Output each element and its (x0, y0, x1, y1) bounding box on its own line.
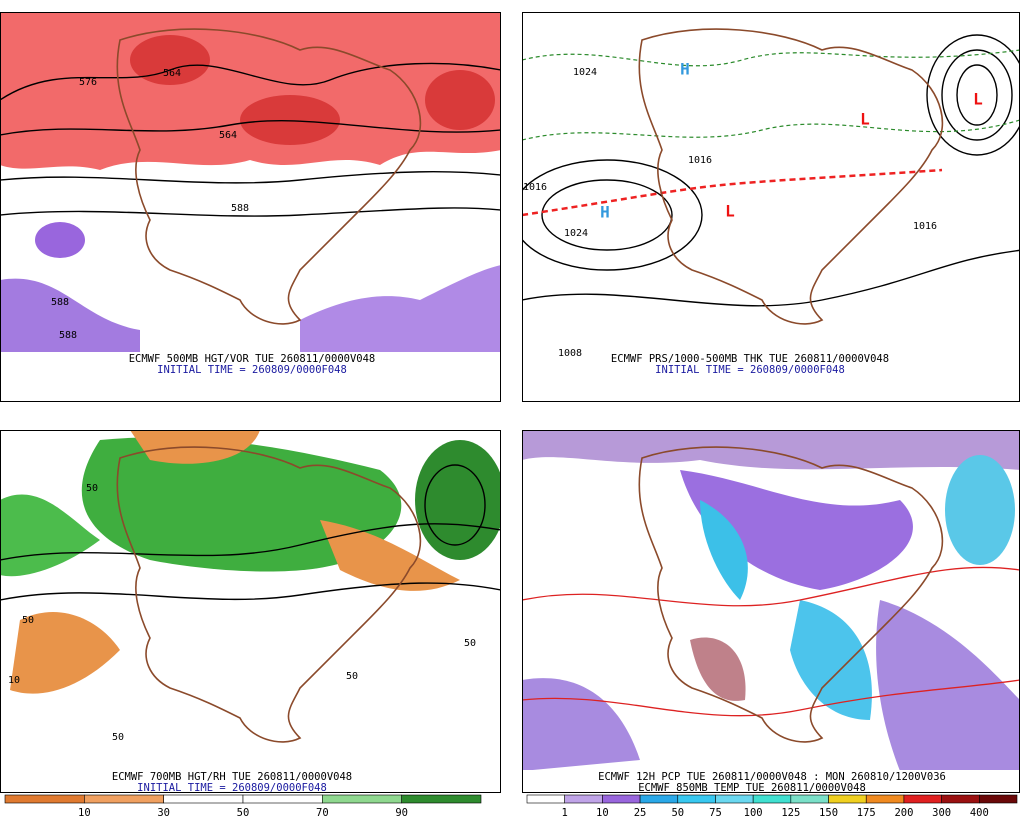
subcaption: ECMWF 850MB TEMP TUE 260811/0000V048 (638, 782, 866, 794)
colorbar-swatch (941, 794, 980, 804)
contour-label: 564 (163, 68, 181, 79)
contour-label: 50 (86, 483, 98, 494)
contour-label: 50 (346, 671, 358, 682)
contour-label: 50 (22, 615, 34, 626)
colorbar-swatch (84, 794, 164, 804)
colorbar-label: 25 (634, 807, 647, 819)
colorbar-label: 30 (157, 807, 170, 819)
colorbar-label: 150 (819, 807, 838, 819)
contour-label: 588 (231, 203, 249, 214)
colorbar-label: 175 (857, 807, 876, 819)
colorbar-swatch (715, 794, 754, 804)
colorbar-label: 10 (78, 807, 91, 819)
panel-frame (0, 12, 501, 402)
contour-label: 588 (51, 297, 69, 308)
map-pressure (523, 13, 1019, 352)
colorbar-swatch (752, 794, 792, 804)
contour-label: 1008 (558, 348, 582, 359)
contour-label: 1016 (523, 182, 547, 193)
caption: ECMWF 500MB HGT/VOR TUE 260811/0000V048 (129, 353, 376, 365)
colorbar-label: 10 (596, 807, 609, 819)
initial-time: INITIAL TIME = 260809/0000F048 (157, 364, 347, 376)
panel-frame (0, 430, 501, 793)
colorbar-swatch (677, 794, 716, 804)
colorbar-swatch (979, 794, 1018, 804)
colorbar-swatch (401, 794, 482, 804)
contour-label: 1024 (573, 67, 597, 78)
contour-label: 50 (464, 638, 476, 649)
contour-label: 1016 (688, 155, 712, 166)
colorbar-swatch (526, 794, 565, 804)
colorbar-swatch (828, 794, 867, 804)
colorbar-label: 200 (894, 807, 913, 819)
panel-frame (522, 430, 1020, 793)
initial-time: INITIAL TIME = 260809/0000F048 (137, 782, 327, 794)
initial-time: INITIAL TIME = 260809/0000F048 (655, 364, 845, 376)
high-marker: H (680, 60, 690, 79)
colorbar-swatch (790, 794, 829, 804)
map-500mb (1, 13, 500, 352)
colorbar-label: 90 (395, 807, 408, 819)
colorbar-swatch (242, 794, 323, 804)
low-marker: L (860, 110, 870, 129)
map-700mb (1, 431, 500, 770)
colorbar-label: 50 (671, 807, 684, 819)
colorbar-label: 100 (744, 807, 763, 819)
colorbar-label: 300 (932, 807, 951, 819)
caption: ECMWF PRS/1000-500MB THK TUE 260811/0000… (611, 353, 889, 365)
low-marker: L (725, 202, 735, 221)
panel-frame (522, 12, 1020, 402)
contour-label: 1016 (913, 221, 937, 232)
colorbar-swatch (564, 794, 603, 804)
colorbar-swatch (903, 794, 942, 804)
low-marker: L (973, 90, 983, 109)
contour-label: 1024 (564, 228, 588, 239)
colorbar: 1 10 25 50 75 100 125 150 175 200 300 400 (526, 794, 1018, 819)
colorbar-label: 70 (316, 807, 329, 819)
colorbar-swatch (639, 794, 679, 804)
colorbar-swatch (602, 794, 641, 804)
colorbar-label: 75 (709, 807, 722, 819)
contour-label: 564 (219, 130, 237, 141)
colorbar-swatch (865, 794, 905, 804)
contour-label: 10 (8, 675, 20, 686)
caption: ECMWF 700MB HGT/RH TUE 260811/0000V048 (112, 771, 352, 783)
colorbar-label: 125 (781, 807, 800, 819)
colorbar-swatch (322, 794, 402, 804)
colorbar-label: 1 (562, 807, 568, 819)
map-precip (523, 431, 1019, 770)
colorbar-label: 50 (237, 807, 250, 819)
high-marker: H (600, 203, 610, 222)
contour-label: 576 (79, 77, 97, 88)
colorbar-swatch (4, 794, 85, 804)
contour-label: 50 (112, 732, 124, 743)
colorbar-label: 400 (970, 807, 989, 819)
contour-label: 588 (59, 330, 77, 341)
colorbar-swatch (163, 794, 244, 804)
colorbar: 10 30 50 70 90 (4, 794, 482, 819)
caption: ECMWF 12H PCP TUE 260811/0000V048 : MON … (598, 771, 946, 783)
